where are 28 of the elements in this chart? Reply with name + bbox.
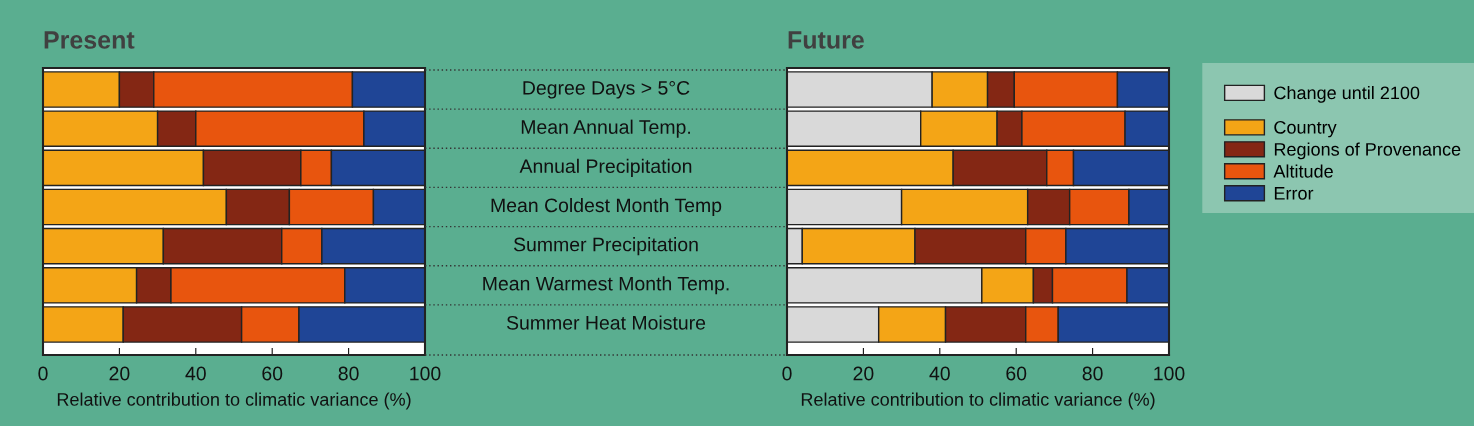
x-tick-label: 20 bbox=[853, 366, 874, 381]
legend-label: Regions of Provenance bbox=[1274, 142, 1461, 160]
x-tick-label: 40 bbox=[185, 366, 206, 381]
x-axis-title: Relative contribution to climatic variance (%) bbox=[801, 392, 1155, 410]
chart-title: Present bbox=[44, 31, 135, 49]
x-tick-label: 60 bbox=[1006, 366, 1027, 381]
x-tick-label: 20 bbox=[109, 366, 130, 381]
x-tick-label: 40 bbox=[929, 366, 950, 381]
category-label: Mean Annual Temp. bbox=[521, 119, 690, 138]
legend-label: Country bbox=[1274, 120, 1337, 138]
category-label: Summer Heat Moisture bbox=[506, 315, 706, 330]
x-tick-label: 0 bbox=[38, 366, 48, 381]
category-label: Mean Coldest Month Temp bbox=[491, 197, 722, 217]
x-tick-label: 100 bbox=[1154, 366, 1185, 381]
category-label: Annual Precipitation bbox=[519, 158, 692, 177]
category-label: Mean Warmest Month Temp. bbox=[483, 276, 729, 295]
x-axis-title: Relative contribution to climatic variance (%) bbox=[57, 392, 411, 410]
chart-title: Future bbox=[788, 31, 864, 49]
x-tick-label: 100 bbox=[410, 366, 441, 381]
category-label: Degree Days > 5°C bbox=[523, 80, 690, 99]
legend-label: Change until 2100 bbox=[1274, 86, 1420, 103]
x-tick-label: 80 bbox=[338, 366, 359, 381]
x-tick-label: 0 bbox=[782, 366, 792, 381]
legend-label: Altitude bbox=[1273, 164, 1333, 178]
x-tick-label: 60 bbox=[262, 366, 283, 381]
category-label: Summer Precipitation bbox=[513, 237, 698, 256]
legend-label: Error bbox=[1274, 187, 1314, 200]
x-tick-label: 80 bbox=[1082, 366, 1103, 381]
